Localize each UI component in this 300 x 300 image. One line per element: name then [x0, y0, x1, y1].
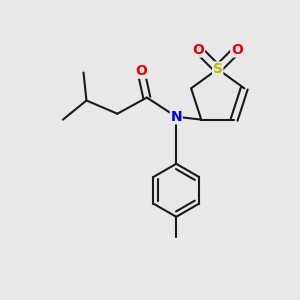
Text: O: O [231, 43, 243, 57]
Text: S: S [213, 62, 223, 76]
Text: N: N [170, 110, 182, 124]
Text: O: O [135, 64, 147, 78]
Text: O: O [193, 43, 205, 57]
